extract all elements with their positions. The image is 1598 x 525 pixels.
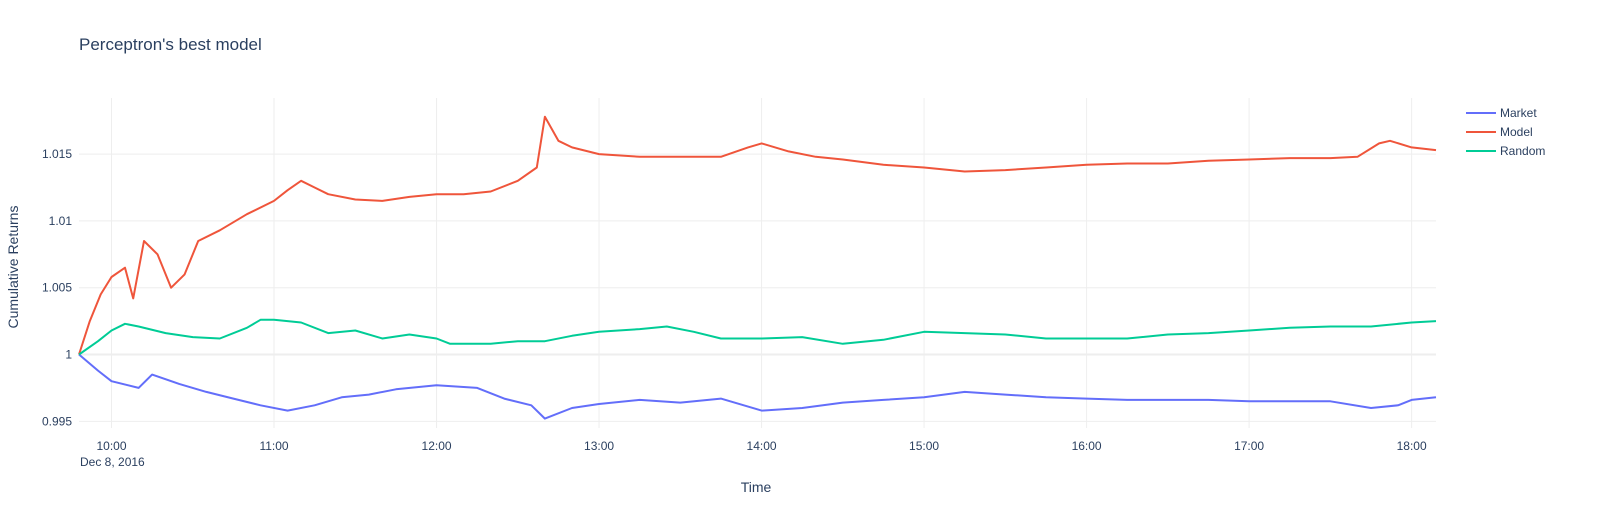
x-axis-date-label: Dec 8, 2016 xyxy=(80,455,145,469)
legend-label-model: Model xyxy=(1500,125,1533,139)
x-tick-label: 14:00 xyxy=(747,439,777,453)
legend-label-market: Market xyxy=(1500,106,1537,120)
x-tick-label: 12:00 xyxy=(422,439,452,453)
chart-title: Perceptron's best model xyxy=(79,35,262,54)
x-tick-label: 15:00 xyxy=(909,439,939,453)
x-tick-label: 18:00 xyxy=(1397,439,1427,453)
x-axis-title: Time xyxy=(741,479,772,495)
series-line-random xyxy=(78,318,1437,356)
x-tick-label: 16:00 xyxy=(1072,439,1102,453)
grid xyxy=(79,98,1436,428)
x-tick-label: 17:00 xyxy=(1234,439,1264,453)
y-tick-label: 1.005 xyxy=(42,281,72,295)
y-tick-label: 1.01 xyxy=(49,214,73,228)
y-tick-label: 1.015 xyxy=(42,147,72,161)
y-tick-label: 1 xyxy=(65,348,72,362)
y-axis-ticks: 0.995 1 1.005 1.01 1.015 xyxy=(42,147,72,428)
y-axis-title: Cumulative Returns xyxy=(5,206,21,329)
legend: Market Model Random xyxy=(1466,106,1545,158)
y-tick-label: 0.995 xyxy=(42,414,72,428)
series-line-market xyxy=(78,353,1437,420)
series-lines xyxy=(78,115,1437,420)
legend-label-random: Random xyxy=(1500,144,1545,158)
x-axis-ticks: 10:00 11:00 12:00 13:00 14:00 15:00 16:00 17:00… xyxy=(96,439,1426,453)
x-tick-label: 10:00 xyxy=(96,439,126,453)
x-tick-label: 13:00 xyxy=(584,439,614,453)
series-line-model xyxy=(78,115,1437,355)
x-tick-label: 11:00 xyxy=(259,439,288,453)
